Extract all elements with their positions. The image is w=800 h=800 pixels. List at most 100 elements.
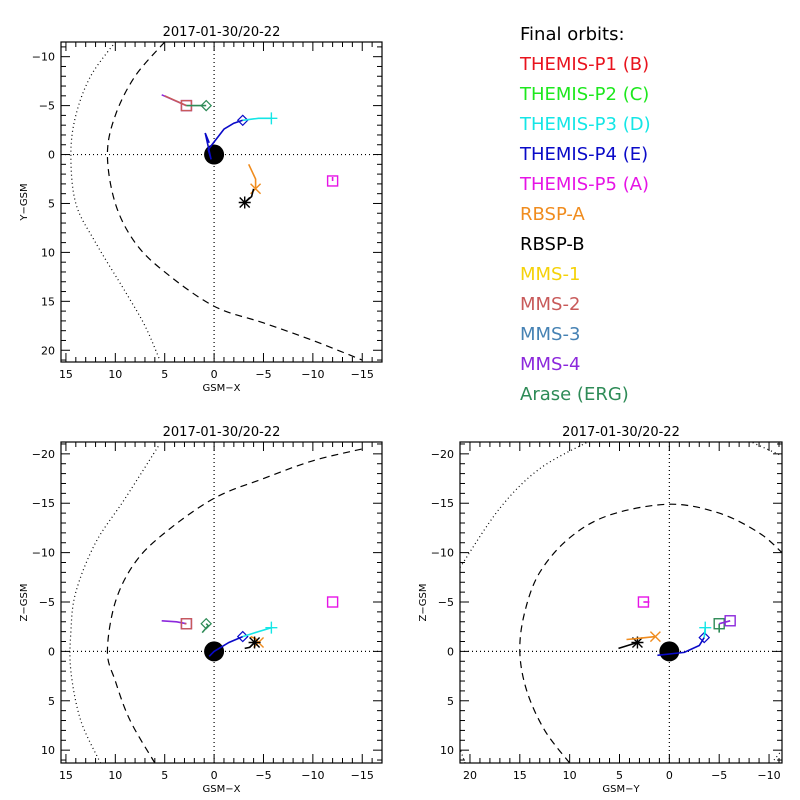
earth-disk xyxy=(204,144,225,165)
bowshock-curve xyxy=(460,746,466,763)
orbit-marker-square xyxy=(713,618,725,630)
orbit-marker-diamond xyxy=(200,617,213,630)
chart-title: 2017-01-30/20-22 xyxy=(163,425,281,440)
x-tick-label: 10 xyxy=(563,769,577,782)
legend-entry: MMS-1 xyxy=(520,264,581,285)
legend-entry: RBSP-A xyxy=(520,204,585,225)
x-tick-label: −5 xyxy=(255,769,271,782)
x-tick-label: 0 xyxy=(666,769,673,782)
y-tick-label: 10 xyxy=(41,246,55,259)
y-axis-label: Z−GSM xyxy=(19,584,30,622)
y-tick-label: 5 xyxy=(447,695,454,708)
x-tick-label: −10 xyxy=(301,368,324,381)
legend-entry: MMS-3 xyxy=(520,324,581,345)
x-tick-label: −10 xyxy=(301,769,324,782)
y-tick-label: 0 xyxy=(48,645,55,658)
plot-frame xyxy=(60,41,383,363)
orbit-marker-asterisk xyxy=(248,636,261,649)
y-tick-label: 0 xyxy=(48,149,55,162)
plot-area xyxy=(61,442,382,763)
orbit-marker-plus xyxy=(265,112,278,125)
bowshock-curve xyxy=(69,443,161,763)
legend-entry: THEMIS-P3 (D) xyxy=(520,114,651,135)
y-tick-label: 15 xyxy=(41,295,55,308)
x-tick-label: 0 xyxy=(211,368,218,381)
legend-entry: MMS-4 xyxy=(520,354,581,375)
legend-entry: MMS-2 xyxy=(520,294,581,315)
y-tick-label: −15 xyxy=(32,497,55,510)
x-axis-label: GSM−X xyxy=(203,383,241,394)
x-tick-label: 15 xyxy=(513,769,527,782)
x-tick-label: 15 xyxy=(59,368,73,381)
y-tick-label: −5 xyxy=(39,100,55,113)
bowshock-curve xyxy=(773,749,782,761)
magnetopause-curve xyxy=(106,42,363,361)
orbit-track xyxy=(164,95,187,107)
y-tick-label: −10 xyxy=(32,547,55,560)
legend-entry: Arase (ERG) xyxy=(520,384,629,405)
orbit-marker-diamond xyxy=(698,631,711,644)
legend: Final orbits: THEMIS-P1 (B) THEMIS-P2 (C)… xyxy=(520,20,651,410)
y-tick-label: 10 xyxy=(41,744,55,757)
y-tick-label: −5 xyxy=(438,596,454,609)
panel-xz: 15 10 5 0 −5 −10 −15 10 5 0 −5 −10 −15 −20 2017-01-30/… xyxy=(19,425,383,795)
y-tick-label: 5 xyxy=(48,695,55,708)
legend-entry: THEMIS-P2 (C) xyxy=(520,84,650,105)
orbit-marker-square xyxy=(180,618,193,630)
x-tick-label: −5 xyxy=(711,769,727,782)
orbit-track xyxy=(247,163,257,189)
orbit-track xyxy=(242,626,272,638)
x-tick-label: 10 xyxy=(108,368,122,381)
x-tick-label: 15 xyxy=(59,769,73,782)
x-tick-label: −10 xyxy=(757,769,780,782)
earth-disk xyxy=(659,641,680,662)
x-tick-label: 10 xyxy=(108,769,122,782)
orbit-marker-asterisk xyxy=(631,636,644,649)
x-tick-label: 5 xyxy=(161,368,168,381)
orbit-track xyxy=(657,637,705,657)
panel-yz: 20 15 10 5 0 −5 −10 10 5 0 −5 −10 −15 −20 2017-01-30/2… xyxy=(418,425,783,795)
magnetopause-curve xyxy=(106,448,363,763)
bowshock-curve xyxy=(460,442,590,568)
orbit-track xyxy=(618,641,638,650)
x-tick-label: 5 xyxy=(161,769,168,782)
plot-frame xyxy=(459,441,783,764)
chart-title: 2017-01-30/20-22 xyxy=(163,25,281,40)
y-tick-label: 10 xyxy=(440,744,454,757)
legend-title: Final orbits: xyxy=(520,24,625,45)
y-axis-label: Z−GSM xyxy=(418,584,429,622)
legend-entry: THEMIS-P1 (B) xyxy=(520,54,650,75)
legend-entry: THEMIS-P4 (E) xyxy=(520,144,649,165)
orbit-track xyxy=(626,635,656,641)
orbit-marker-asterisk xyxy=(238,196,251,209)
plot-area xyxy=(61,42,382,362)
orbit-marker-square xyxy=(724,615,736,627)
panel-xy: 15 10 5 0 −5 −10 −15 −10 −5 0 5 10 15 20 2017-01-30/20… xyxy=(19,25,383,394)
orbit-track xyxy=(201,623,210,634)
y-tick-label: −5 xyxy=(39,596,55,609)
legend-entry: RBSP-B xyxy=(520,234,585,255)
y-tick-label: −10 xyxy=(431,547,454,560)
x-axis-label: GSM−X xyxy=(203,784,241,795)
orbit-marker-x xyxy=(649,631,661,643)
x-tick-label: 5 xyxy=(616,769,623,782)
orbit-marker-square xyxy=(637,596,650,608)
orbit-track xyxy=(161,620,187,625)
x-tick-label: −15 xyxy=(351,769,374,782)
x-axis-label: GSM−Y xyxy=(602,784,640,795)
x-tick-label: −15 xyxy=(351,368,374,381)
y-tick-label: −20 xyxy=(32,448,55,461)
y-tick-label: 5 xyxy=(48,197,55,210)
legend-entry: THEMIS-P5 (A) xyxy=(520,174,650,195)
magnetopause-curve xyxy=(519,503,782,763)
orbit-marker-diamond xyxy=(200,99,213,112)
orbit-marker-plus xyxy=(699,621,712,634)
x-tick-label: 20 xyxy=(463,769,477,782)
y-tick-label: 20 xyxy=(41,344,55,357)
orbit-marker-plus xyxy=(265,621,278,634)
y-tick-label: 0 xyxy=(447,645,454,658)
y-tick-label: −15 xyxy=(431,497,454,510)
bowshock-curve xyxy=(70,42,161,361)
orbit-track xyxy=(204,119,243,160)
